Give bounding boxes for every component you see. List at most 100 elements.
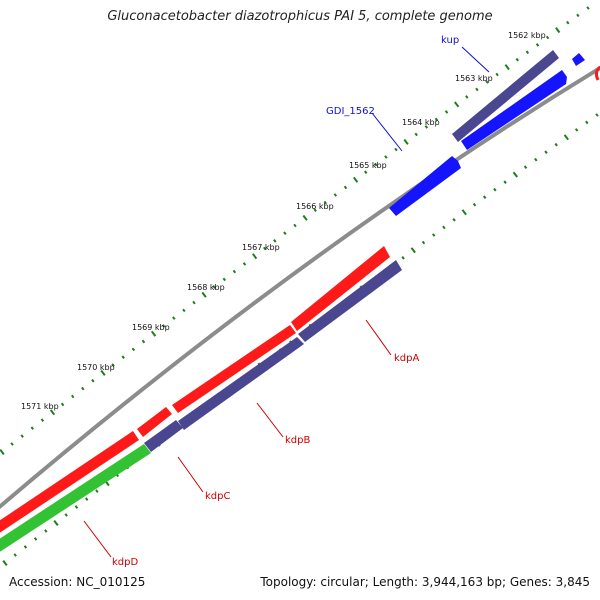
gene-kdpD-top-bar[interactable] bbox=[0, 431, 139, 536]
ruler-tick bbox=[410, 247, 416, 254]
ruler-tick bbox=[91, 378, 95, 383]
gene-kdpA-bar[interactable] bbox=[298, 260, 402, 342]
gene-kdpB-bar[interactable] bbox=[178, 337, 304, 430]
ruler-tick bbox=[100, 369, 106, 376]
label-leaders bbox=[83, 46, 490, 558]
tick-label: 1567 kbp bbox=[242, 243, 280, 252]
gene-label-kdpB[interactable]: kdpB bbox=[285, 435, 310, 446]
leader-kdpB bbox=[256, 402, 284, 438]
ruler-tick bbox=[504, 64, 510, 71]
ruler-tick bbox=[252, 253, 258, 260]
leader-kdpA bbox=[365, 319, 392, 356]
ruler-tick bbox=[13, 553, 17, 557]
accession-text: Accession: NC_010125 bbox=[9, 575, 146, 589]
ruler-tick bbox=[161, 324, 166, 328]
tick-label: 1566 kbp bbox=[296, 202, 334, 211]
ruler-tick bbox=[515, 57, 520, 62]
ruler-tick bbox=[585, 120, 589, 125]
tick-label: 1563 kbp bbox=[455, 74, 493, 83]
leader-kup bbox=[461, 46, 490, 73]
gene-kup-forward-bar[interactable] bbox=[461, 70, 567, 150]
ruler-tick bbox=[444, 110, 449, 114]
ruler-tick bbox=[141, 339, 146, 344]
ruler-tick bbox=[121, 355, 125, 359]
ruler-tick bbox=[363, 170, 368, 174]
tick-label: 1568 kbp bbox=[187, 283, 225, 292]
gene-kdpA-top-bar[interactable] bbox=[291, 246, 390, 331]
ruler-tick bbox=[523, 165, 528, 170]
ruler-tick bbox=[20, 434, 24, 438]
ruler-tick-labels: 1562 kbp 1563 kbp 1564 kbp 1565 kbp 1566… bbox=[21, 31, 546, 411]
gene-arrow-small[interactable] bbox=[572, 53, 585, 66]
ruler-tick bbox=[273, 239, 277, 243]
feature-track bbox=[0, 50, 585, 555]
ruler-tick bbox=[475, 87, 479, 92]
ruler-tick bbox=[512, 171, 518, 178]
ruler-tick bbox=[74, 505, 79, 509]
ruler-tick bbox=[503, 180, 507, 184]
ruler-tick bbox=[595, 113, 599, 117]
ruler-tick bbox=[30, 426, 34, 430]
ruler-tick bbox=[576, 13, 580, 18]
ruler-tick bbox=[44, 529, 48, 533]
leader-GDI_1562 bbox=[371, 112, 403, 152]
gene-label-kup[interactable]: kup bbox=[441, 35, 459, 46]
ruler-tick bbox=[131, 347, 136, 352]
ruler-tick bbox=[454, 101, 460, 108]
tick-label: 1569 kbp bbox=[132, 323, 170, 332]
tick-label: 1564 kbp bbox=[402, 118, 440, 127]
ruler-tick bbox=[485, 80, 489, 84]
ruler-tick bbox=[554, 142, 558, 147]
ruler-tick bbox=[10, 442, 14, 446]
gene-label-GDI_1562[interactable]: GDI_1562 bbox=[326, 106, 375, 117]
ruler-tick bbox=[2, 559, 8, 567]
gene-label-kdpC[interactable]: kdpC bbox=[205, 491, 230, 502]
gene-kdpD-bar[interactable] bbox=[0, 444, 151, 555]
ruler-tick bbox=[201, 291, 207, 298]
gene-label-kdpD[interactable]: kdpD bbox=[112, 557, 138, 568]
gene-kdpB-top-bar[interactable] bbox=[172, 325, 296, 413]
ruler-tick bbox=[172, 316, 176, 320]
ruler-tick bbox=[111, 363, 115, 367]
ruler-tick bbox=[81, 386, 85, 391]
ruler-tick bbox=[545, 35, 550, 40]
ruler-tick bbox=[461, 209, 467, 216]
ruler-tick bbox=[23, 545, 28, 549]
ruler-tick bbox=[414, 132, 418, 137]
ruler-tick bbox=[85, 497, 89, 501]
ruler-tick bbox=[212, 285, 216, 289]
genome-backbone bbox=[0, 65, 600, 510]
gene-labels: kup GDI_1562 kdpA kdpB kdpC kdpD bbox=[112, 35, 459, 568]
ruler-tick bbox=[182, 308, 186, 313]
gene-kdpC-top-bar[interactable] bbox=[137, 407, 172, 437]
ruler-tick bbox=[232, 269, 237, 274]
map-title: Gluconacetobacter diazotrophicus PAI 5, … bbox=[107, 9, 493, 24]
ruler-tick bbox=[333, 193, 338, 197]
leader-kdpD bbox=[83, 520, 112, 558]
ruler-tick bbox=[374, 162, 378, 167]
ruler-tick bbox=[495, 72, 499, 77]
ruler-tick bbox=[424, 125, 429, 129]
ruler-tick bbox=[431, 233, 436, 237]
ruler-tick bbox=[53, 519, 59, 527]
ruler-tick bbox=[574, 128, 579, 132]
gene-kup-bar[interactable] bbox=[452, 50, 559, 142]
ruler-tick bbox=[49, 409, 56, 416]
ruler-tick bbox=[70, 394, 75, 399]
gene-GDI_1562-bar[interactable] bbox=[389, 156, 461, 216]
gene-kdpC-bar[interactable] bbox=[144, 420, 183, 452]
ruler-tick bbox=[525, 50, 530, 55]
ruler-tick bbox=[534, 157, 538, 162]
ruler-tick bbox=[465, 95, 469, 99]
gene-label-kdpA[interactable]: kdpA bbox=[394, 353, 419, 364]
ruler-tick bbox=[0, 449, 5, 455]
tick-label: 1570 kbp bbox=[77, 363, 115, 372]
tick-label: 1571 kbp bbox=[21, 402, 59, 411]
ruler-tick bbox=[242, 262, 247, 266]
ruler-tick bbox=[192, 300, 196, 305]
ruler-tick bbox=[555, 27, 561, 34]
ruler-tick bbox=[434, 117, 439, 122]
offscreen-feature-marker bbox=[594, 65, 600, 81]
ruler-tick bbox=[150, 330, 157, 337]
ruler-tick bbox=[64, 513, 68, 517]
